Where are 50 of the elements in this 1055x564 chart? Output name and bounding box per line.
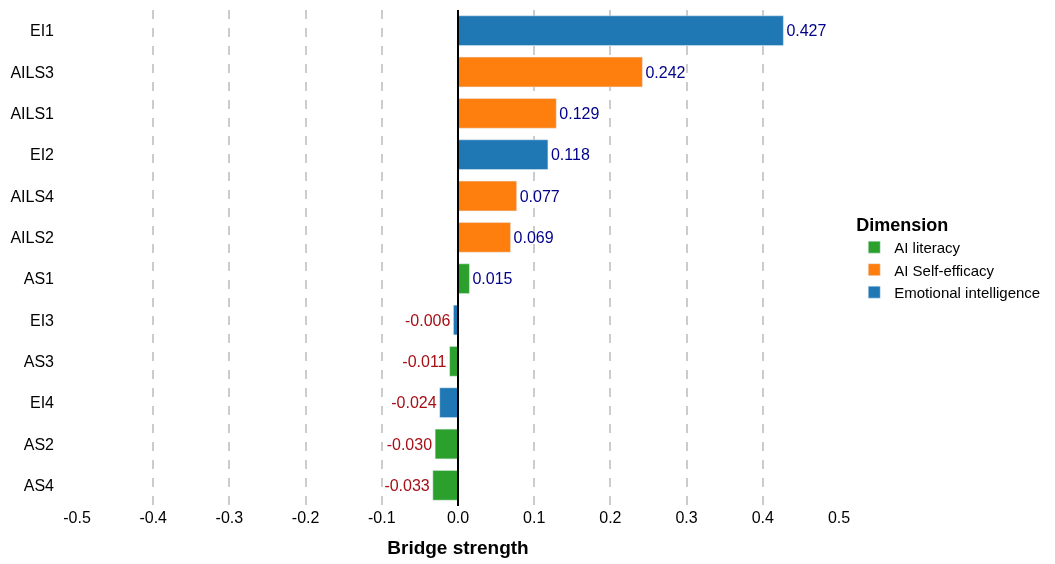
x-tick-label: -0.2	[291, 509, 320, 526]
data-label: -0.024	[391, 394, 437, 412]
legend-title: Dimension	[856, 214, 949, 235]
legend-label: AI literacy	[894, 239, 961, 256]
x-tick-label: -0.4	[139, 509, 168, 526]
data-label: 0.069	[513, 228, 554, 246]
bar	[457, 139, 549, 170]
data-label: 0.242	[645, 63, 686, 81]
y-tick-label: AILS2	[10, 228, 55, 246]
y-tick-label: AS3	[23, 352, 55, 370]
bar	[457, 98, 557, 129]
bar	[457, 15, 784, 46]
bar	[457, 56, 643, 88]
data-label: 0.427	[786, 22, 827, 40]
data-label: -0.011	[402, 352, 447, 370]
y-tick-label: EI2	[29, 146, 55, 164]
x-tick-label: 0.1	[523, 509, 546, 526]
bar	[432, 470, 459, 501]
x-tick-label: 0.0	[446, 509, 470, 526]
bar	[434, 428, 459, 460]
y-tick-label: AILS4	[10, 187, 55, 205]
bar	[439, 387, 459, 418]
y-tick-label: AILS3	[10, 63, 55, 81]
data-label: -0.033	[384, 476, 430, 494]
data-label: 0.118	[550, 146, 590, 164]
bar	[457, 263, 470, 294]
x-tick-label: -0.5	[63, 509, 91, 526]
y-tick-label: EI3	[29, 311, 55, 329]
legend-label: AI Self-efficacy	[894, 261, 995, 279]
data-label: 0.015	[472, 270, 513, 288]
x-tick-label: 0.4	[751, 509, 775, 526]
x-tick-label: 0.3	[675, 509, 698, 526]
data-label: -0.030	[386, 435, 433, 453]
x-tick-label: 0.5	[827, 509, 851, 526]
y-tick-label: AS4	[23, 476, 55, 494]
y-tick-label: EI1	[29, 22, 55, 40]
y-tick-label: AS1	[23, 270, 55, 288]
data-label: 0.129	[559, 104, 600, 122]
bar	[457, 180, 517, 212]
y-tick-label: AS2	[23, 435, 55, 453]
y-tick-label: EI4	[29, 394, 55, 412]
x-tick-label: 0.2	[599, 509, 622, 526]
legend-label: Emotional intelligence	[894, 284, 1041, 301]
x-axis-title: Bridge strength	[387, 536, 529, 558]
data-label: 0.077	[519, 187, 560, 205]
x-tick-label: -0.1	[368, 509, 396, 526]
x-tick-label: -0.3	[215, 509, 244, 526]
bar	[457, 222, 511, 253]
y-tick-label: AILS1	[10, 104, 55, 122]
data-label: -0.006	[404, 311, 451, 329]
